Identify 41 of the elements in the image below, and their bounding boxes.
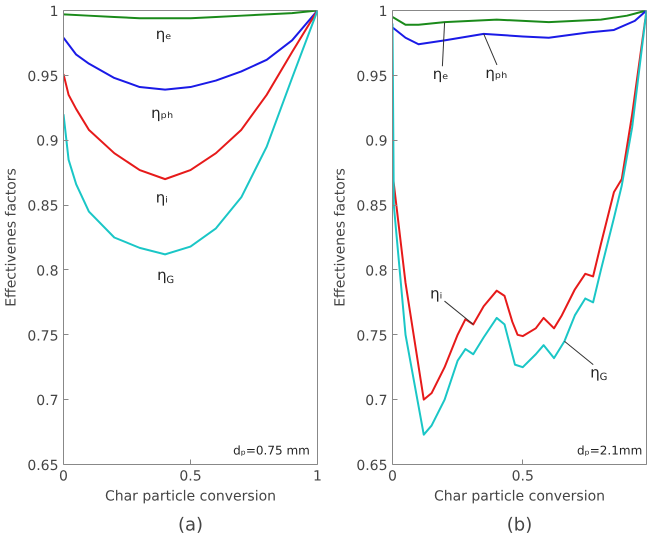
y-tick-label: 0.85 bbox=[27, 198, 58, 215]
x-tick-label: 0 bbox=[388, 468, 397, 484]
line-series bbox=[392, 10, 646, 46]
y-tick-label: 0.75 bbox=[27, 328, 58, 344]
y-axis-title: Effectivenes factors bbox=[3, 168, 20, 307]
x-tick-label: 0.5 bbox=[512, 468, 534, 484]
y-tick-label: 0.8 bbox=[36, 263, 58, 280]
series-label: ηₚₕ bbox=[485, 64, 508, 82]
x-axis-title: Char particle conversion bbox=[434, 488, 606, 504]
line-series bbox=[64, 10, 318, 256]
y-tick-label: 0.95 bbox=[356, 68, 388, 85]
y-tick-label: 0.75 bbox=[356, 328, 388, 344]
annotation: dₚ=2.1mm bbox=[576, 444, 642, 458]
annotation: dₚ=0.75 mm bbox=[233, 444, 310, 458]
text: ηₑ bbox=[432, 65, 448, 84]
line-series bbox=[64, 10, 318, 20]
x-tick-label: 1 bbox=[313, 468, 322, 484]
y-axis-title: Effectivenes factors bbox=[332, 168, 348, 307]
y-tick-label: 0.9 bbox=[365, 134, 388, 150]
text: (b) bbox=[506, 514, 532, 536]
line-series bbox=[392, 10, 646, 26]
x-tick-label: 0.5 bbox=[179, 468, 202, 484]
line-series bbox=[64, 10, 318, 91]
series-label: ηₑ bbox=[156, 24, 172, 43]
y-tick-label: 1 bbox=[378, 4, 388, 20]
y-tick-label: 0.65 bbox=[27, 458, 58, 474]
y-tick-label: 0.7 bbox=[365, 393, 388, 410]
y-tick-label: 0.95 bbox=[27, 68, 58, 85]
text: (a) bbox=[178, 514, 204, 536]
y-tick-label: 0.65 bbox=[356, 458, 388, 474]
line-series bbox=[64, 10, 318, 180]
y-tick-label: 0.9 bbox=[36, 134, 58, 150]
y-tick-label: 1 bbox=[50, 4, 59, 20]
y-tick-label: 0.85 bbox=[356, 198, 388, 215]
x-axis-title: Char particle conversion bbox=[104, 488, 276, 504]
y-tick-label: 0.8 bbox=[365, 263, 388, 280]
series-label: ηᵢ bbox=[430, 284, 442, 302]
series-label: ηᵢ bbox=[156, 188, 168, 206]
x-tick-label: 0 bbox=[59, 468, 68, 484]
series-label: ηₚₕ bbox=[151, 104, 174, 122]
y-tick-label: 0.7 bbox=[36, 393, 58, 410]
